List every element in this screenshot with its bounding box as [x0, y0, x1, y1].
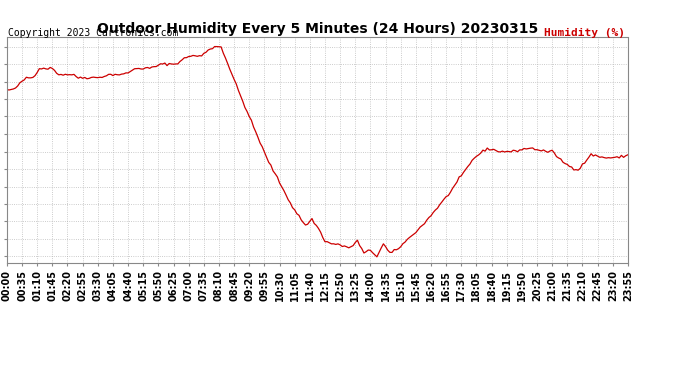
Title: Outdoor Humidity Every 5 Minutes (24 Hours) 20230315: Outdoor Humidity Every 5 Minutes (24 Hou… [97, 22, 538, 36]
Text: Humidity (%): Humidity (%) [544, 27, 625, 38]
Text: Copyright 2023 Cartronics.com: Copyright 2023 Cartronics.com [8, 27, 179, 38]
